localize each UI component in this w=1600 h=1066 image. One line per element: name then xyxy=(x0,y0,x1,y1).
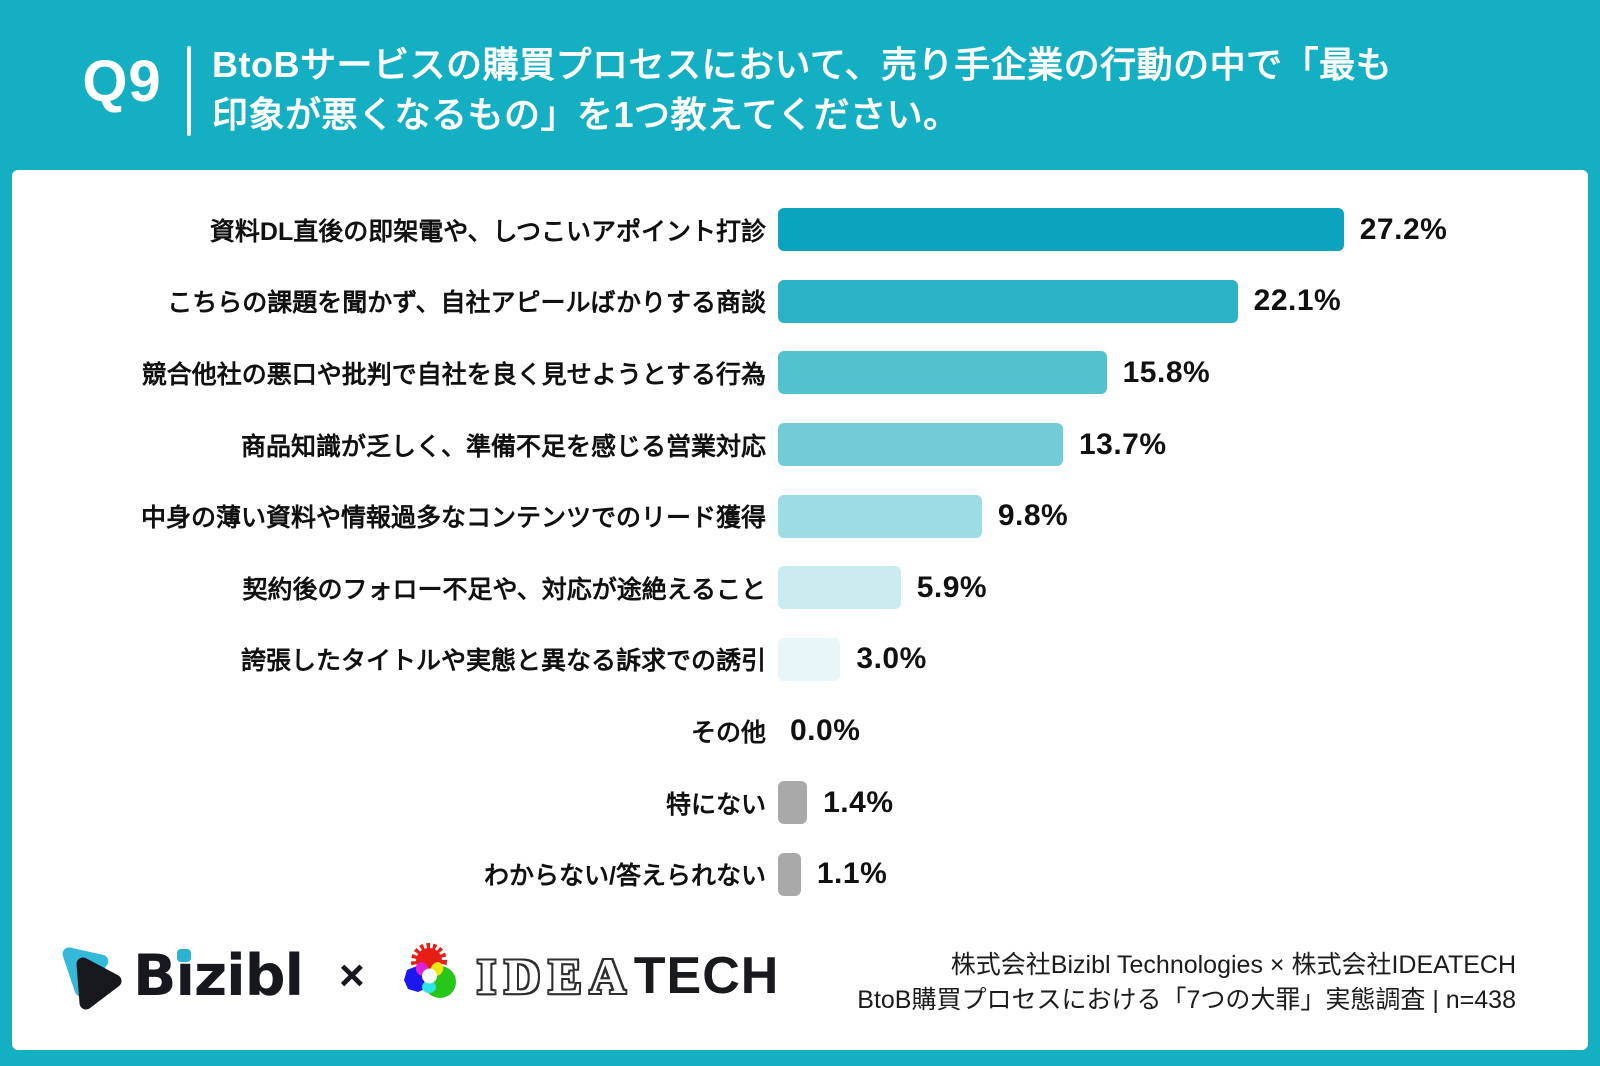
chart-row: 競合他社の悪口や批判で自社を良く見せようとする行為 15.8% xyxy=(12,337,1588,409)
category-label: 契約後のフォロー不足や、対応が途絶えること xyxy=(242,575,766,604)
category-label: 競合他社の悪口や批判で自社を良く見せようとする行為 xyxy=(141,360,766,389)
source-attribution: 株式会社Bizibl Technologies × 株式会社IDEATECH B… xyxy=(857,948,1516,1018)
bar-area: 13.7% xyxy=(778,423,1167,467)
question-title-line1: BtoBサービスの購買プロセスにおいて、売り手企業の行動の中で「最も xyxy=(212,44,1393,85)
question-number: Q9 xyxy=(82,49,162,114)
chart-row: 資料DL直後の即架電や、しつこいアポイント打診 27.2% xyxy=(12,194,1588,266)
play-icon xyxy=(55,934,133,1019)
bar-area: 0.0% xyxy=(778,714,860,748)
category-label: 誇張したタイトルや実態と異なる訴求での誘引 xyxy=(240,647,766,676)
category-label: その他 xyxy=(690,718,766,747)
value-label: 13.7% xyxy=(1078,427,1167,461)
category-label: 中身の薄い資料や情報過多なコンテンツでのリード獲得 xyxy=(140,504,766,533)
bar-area: 3.0% xyxy=(778,637,927,681)
chart-row: その他 0.0% xyxy=(12,695,1588,767)
header-divider xyxy=(187,46,191,136)
bar-chart: 資料DL直後の即架電や、しつこいアポイント打診 27.2% こちらの課題を聞かず… xyxy=(12,194,1588,910)
question-title-line2: 印象が悪くなるもの」を1つ教えてください。 xyxy=(212,94,960,135)
footer-logos: Bizibl × IDEA xyxy=(55,936,779,1016)
value-label: 15.8% xyxy=(1122,355,1211,389)
bar-area: 9.8% xyxy=(778,494,1069,538)
collaboration-x-separator: × xyxy=(339,951,365,1000)
category-label: こちらの課題を聞かず、自社アピールばかりする商談 xyxy=(167,289,766,318)
question-title: BtoBサービスの購買プロセスにおいて、売り手企業の行動の中で「最も 印象が悪く… xyxy=(212,40,1392,140)
bar xyxy=(778,279,1238,323)
source-line1: 株式会社Bizibl Technologies × 株式会社IDEATECH xyxy=(950,951,1516,979)
category-label: 商品知識が乏しく、準備不足を感じる営業対応 xyxy=(240,432,766,461)
value-label: 0.0% xyxy=(790,713,861,747)
chart-row: わからない/答えられない 1.1% xyxy=(12,838,1588,910)
category-label: 特にない xyxy=(665,790,766,819)
bar-area: 27.2% xyxy=(778,208,1448,252)
bizibl-wordmark: Bizibl xyxy=(133,936,304,1016)
chart-panel: 資料DL直後の即架電や、しつこいアポイント打診 27.2% こちらの課題を聞かず… xyxy=(12,170,1588,1050)
value-label: 1.1% xyxy=(816,857,888,891)
value-label: 5.9% xyxy=(916,570,988,604)
bar xyxy=(778,494,982,538)
category-label: わからない/答えられない xyxy=(484,862,766,891)
header: Q9 BtoBサービスの購買プロセスにおいて、売り手企業の行動の中で「最も 印象… xyxy=(0,0,1600,170)
source-line2: BtoB購買プロセスにおける「7つの大罪」実態調査 | n=438 xyxy=(857,986,1516,1014)
chart-row: こちらの課題を聞かず、自社アピールばかりする商談 22.1% xyxy=(12,266,1588,338)
bizibl-i-dot-accent xyxy=(177,949,191,962)
bizibl-logo: Bizibl xyxy=(55,934,304,1019)
bar xyxy=(778,637,841,681)
bar-area: 15.8% xyxy=(778,351,1211,395)
chart-row: 誇張したタイトルや実態と異なる訴求での誘引 3.0% xyxy=(12,624,1588,696)
ideatech-logo: IDEA TECH xyxy=(397,939,780,1014)
category-label: 資料DL直後の即架電や、しつこいアポイント打診 xyxy=(209,217,766,246)
value-label: 22.1% xyxy=(1253,284,1342,318)
ideatech-outline-text: IDEA xyxy=(476,948,634,1004)
chart-row: 中身の薄い資料や情報過多なコンテンツでのリード獲得 9.8% xyxy=(12,480,1588,552)
chart-row: 商品知識が乏しく、準備不足を感じる営業対応 13.7% xyxy=(12,409,1588,481)
ideatech-solid-text: TECH xyxy=(633,947,780,1005)
bar-area: 1.1% xyxy=(778,852,888,896)
bar-area: 5.9% xyxy=(778,566,988,610)
bar xyxy=(778,351,1107,395)
bar-area: 22.1% xyxy=(778,279,1342,323)
value-label: 9.8% xyxy=(997,499,1069,533)
bar-area: 1.4% xyxy=(778,781,894,825)
bizibl-wordmark-text: Bizibl xyxy=(133,943,304,1009)
bar xyxy=(778,566,901,610)
bar xyxy=(778,852,801,896)
chart-row: 契約後のフォロー不足や、対応が途絶えること 5.9% xyxy=(12,552,1588,624)
bar xyxy=(778,781,808,825)
bar xyxy=(778,423,1063,467)
chart-row: 特にない 1.4% xyxy=(12,767,1588,839)
value-label: 27.2% xyxy=(1359,212,1448,246)
rgb-color-icon xyxy=(397,939,463,1014)
value-label: 1.4% xyxy=(823,785,894,819)
bar xyxy=(778,208,1344,252)
value-label: 3.0% xyxy=(856,642,927,676)
